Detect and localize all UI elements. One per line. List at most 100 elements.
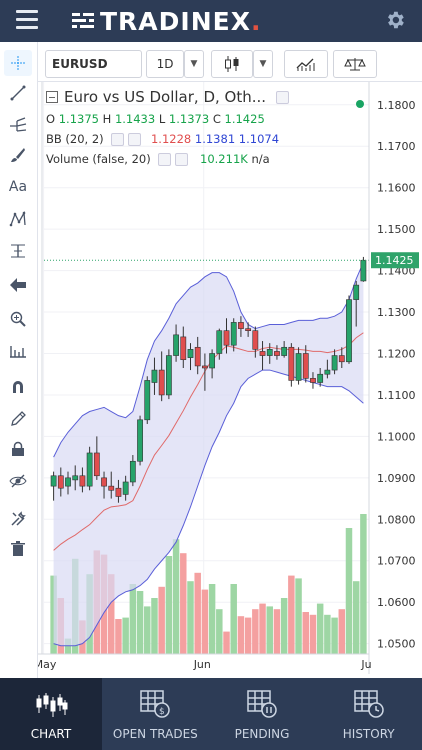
volume-eye-icon[interactable] bbox=[158, 153, 172, 166]
bb-close-icon[interactable] bbox=[128, 133, 142, 146]
x-tick-label: Ju bbox=[360, 658, 371, 671]
candle-body bbox=[165, 355, 172, 396]
tab-pending[interactable]: PENDING bbox=[209, 678, 316, 750]
logo-bars-icon bbox=[72, 11, 94, 31]
volume-bar bbox=[324, 614, 331, 654]
tab-open-trades-label: OPEN TRADES bbox=[112, 727, 198, 741]
tab-history[interactable]: HISTORY bbox=[315, 678, 422, 750]
last-price-tag bbox=[371, 252, 419, 269]
volume-bar bbox=[172, 539, 180, 654]
collapse-legend-icon[interactable] bbox=[46, 91, 58, 103]
candle-body bbox=[338, 355, 345, 363]
bb-upper-value: 1.1381 bbox=[194, 132, 236, 146]
zoom-in-icon[interactable] bbox=[4, 306, 32, 332]
volume-bar bbox=[302, 612, 310, 654]
volume-bar bbox=[216, 609, 223, 654]
candle-body bbox=[57, 475, 64, 489]
arrow-left-icon[interactable] bbox=[4, 272, 32, 298]
symbol-search-input[interactable]: EURUSD bbox=[45, 50, 142, 78]
x-tick-label: May bbox=[38, 658, 57, 671]
candle-body bbox=[324, 369, 331, 375]
volume-bar bbox=[331, 617, 338, 654]
volume-close-icon[interactable] bbox=[175, 153, 189, 166]
crosshair-icon[interactable] bbox=[4, 50, 32, 76]
volume-bar bbox=[136, 591, 144, 654]
candle-body bbox=[331, 355, 338, 371]
stay-in-drawing-mode-icon[interactable] bbox=[4, 406, 32, 432]
high-label: H bbox=[102, 112, 112, 126]
low-label: L bbox=[158, 112, 166, 126]
pending-icon bbox=[247, 690, 277, 718]
candle-body bbox=[295, 353, 302, 381]
close-label: C bbox=[212, 112, 221, 126]
volume-bar bbox=[252, 609, 259, 654]
indicators-button[interactable] bbox=[284, 50, 328, 78]
tab-chart-label: CHART bbox=[30, 727, 72, 741]
volume-bar bbox=[244, 617, 252, 654]
open-trades-icon: $ bbox=[140, 690, 171, 718]
y-tick-label: 1.0600 bbox=[377, 596, 416, 609]
tab-open-trades[interactable]: $ OPEN TRADES bbox=[102, 678, 209, 750]
high-value: 1.1433 bbox=[114, 112, 156, 126]
brush-icon[interactable] bbox=[4, 142, 32, 168]
eye-hidden-icon[interactable] bbox=[4, 468, 32, 494]
y-tick-label: 1.1000 bbox=[377, 430, 416, 443]
text-tool-icon[interactable]: Aa bbox=[8, 179, 28, 195]
pattern-icon[interactable] bbox=[4, 206, 32, 232]
last-price-label: 1.1425 bbox=[375, 254, 414, 267]
logo: TRADINEX. bbox=[72, 6, 260, 36]
candle-body bbox=[281, 346, 288, 356]
drawing-toolbar: Aa bbox=[0, 42, 38, 678]
candle-body bbox=[122, 481, 129, 495]
candle-body bbox=[202, 365, 208, 369]
volume-bar bbox=[230, 584, 237, 654]
volume-bar bbox=[187, 581, 194, 654]
candle-body bbox=[79, 475, 86, 487]
y-tick-label: 1.1500 bbox=[377, 223, 416, 236]
resolution-button[interactable]: 1D bbox=[146, 50, 184, 78]
resolution-chevron-down-icon[interactable]: ▼ bbox=[184, 50, 204, 78]
candle-body bbox=[310, 378, 316, 383]
y-tick-label: 1.0700 bbox=[377, 555, 416, 568]
candle-body bbox=[158, 369, 165, 396]
volume-label: Volume (false, 20) bbox=[46, 152, 151, 166]
hamburger-menu-icon[interactable] bbox=[16, 10, 38, 30]
chart-type-chevron-down-icon[interactable]: ▼ bbox=[253, 50, 273, 78]
chart-type-button[interactable] bbox=[211, 50, 253, 78]
candle-body bbox=[86, 452, 93, 487]
svg-text:$: $ bbox=[159, 707, 165, 717]
prediction-icon[interactable] bbox=[4, 238, 32, 264]
volume-bar bbox=[309, 614, 317, 654]
bb-basis-line bbox=[53, 332, 364, 551]
chart-legend: Euro vs US Dollar, D, Oth... O 1.1375 H … bbox=[46, 88, 356, 166]
gear-icon[interactable] bbox=[384, 9, 406, 31]
volume-bar bbox=[158, 586, 165, 654]
volume-bar bbox=[360, 514, 367, 654]
volume-bar bbox=[208, 584, 216, 654]
candle-body bbox=[252, 330, 259, 350]
volume-bar bbox=[223, 631, 230, 654]
measure-icon[interactable] bbox=[4, 338, 32, 364]
tools-icon[interactable] bbox=[4, 506, 32, 532]
bb-eye-icon[interactable] bbox=[111, 133, 125, 146]
lock-icon[interactable] bbox=[4, 436, 32, 462]
tab-chart[interactable]: CHART bbox=[0, 678, 102, 750]
price-chart[interactable]: 1.18001.17001.16001.15001.14001.13001.12… bbox=[34, 82, 422, 678]
compare-button[interactable] bbox=[333, 50, 377, 78]
candles-icon bbox=[225, 56, 239, 72]
candle-body bbox=[137, 419, 143, 462]
chart-area[interactable]: 1.1800 1.1700 1.1600 1.1500 1.1400 1.1300 1.12… bbox=[34, 82, 422, 678]
trend-line-icon[interactable] bbox=[4, 80, 32, 106]
y-tick-label: 1.1600 bbox=[377, 182, 416, 195]
volume-bar bbox=[266, 606, 273, 654]
top-bar: TRADINEX. bbox=[0, 0, 422, 42]
chart-tab-icon bbox=[36, 693, 68, 717]
candle-body bbox=[187, 349, 194, 358]
magnet-icon[interactable] bbox=[4, 374, 32, 400]
pitchfork-icon[interactable] bbox=[4, 112, 32, 138]
volume-bar bbox=[295, 578, 302, 654]
trash-icon[interactable] bbox=[4, 536, 32, 562]
bb-upper-line bbox=[53, 262, 364, 458]
candle-body bbox=[302, 353, 309, 379]
eye-icon[interactable] bbox=[276, 90, 290, 104]
